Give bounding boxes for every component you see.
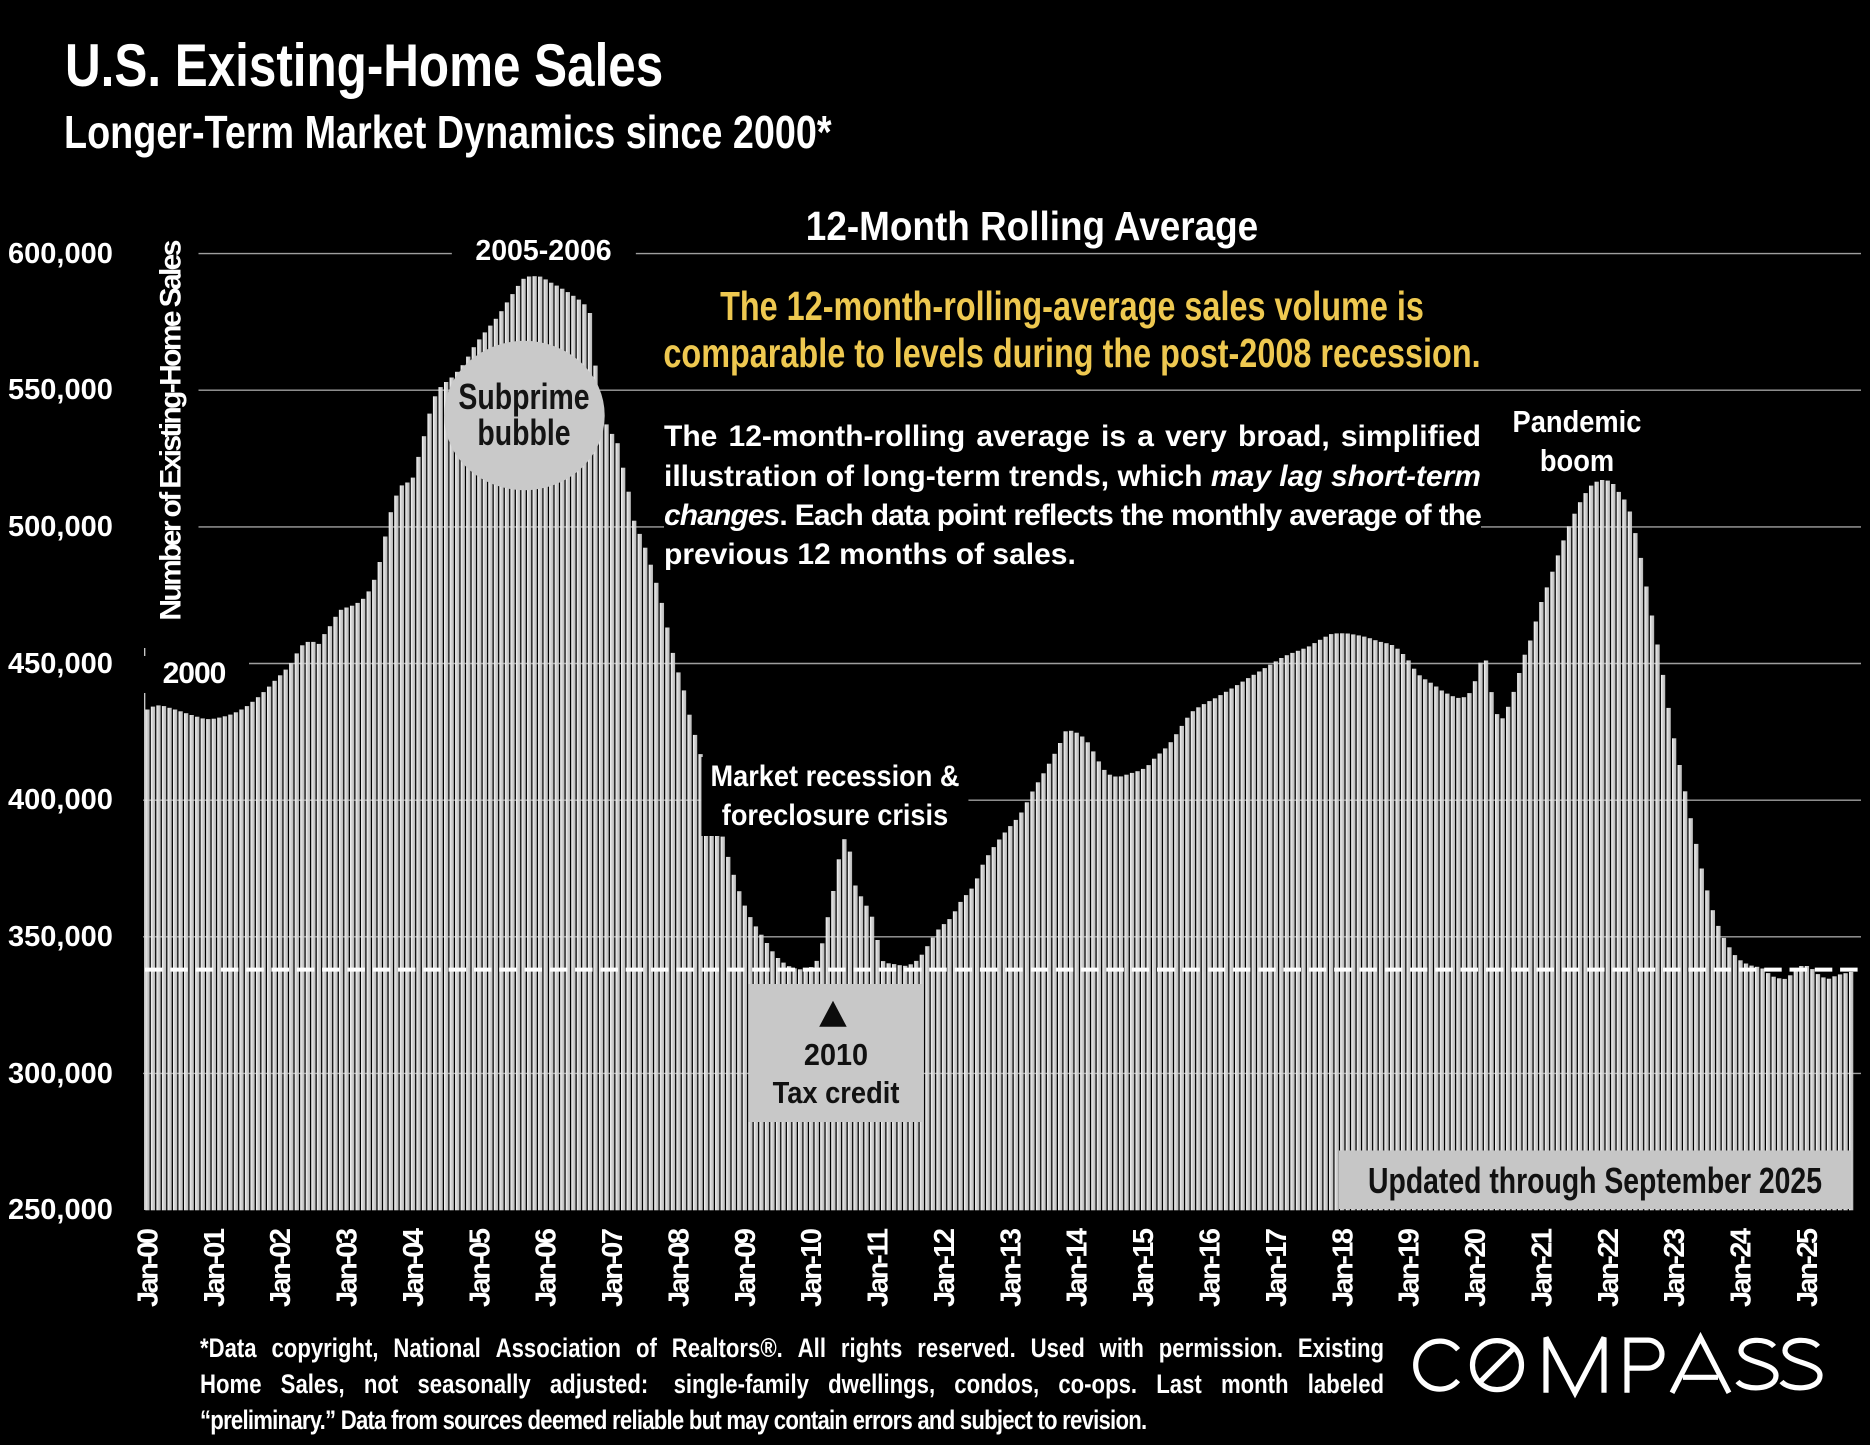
svg-text:Jan-13: Jan-13 xyxy=(995,1228,1027,1307)
svg-text:Jan-15: Jan-15 xyxy=(1128,1228,1160,1307)
svg-text:Jan-23: Jan-23 xyxy=(1659,1228,1691,1307)
svg-text:Jan-06: Jan-06 xyxy=(531,1228,563,1307)
svg-text:Jan-07: Jan-07 xyxy=(597,1228,629,1307)
svg-text:Jan-20: Jan-20 xyxy=(1460,1228,1492,1307)
svg-text:Number of Existing-Home Sales: Number of Existing-Home Sales xyxy=(155,240,188,621)
svg-text:Jan-02: Jan-02 xyxy=(265,1228,297,1307)
svg-text:Jan-09: Jan-09 xyxy=(730,1228,762,1307)
svg-text:Jan-14: Jan-14 xyxy=(1062,1228,1094,1307)
svg-text:Jan-24: Jan-24 xyxy=(1726,1228,1758,1307)
svg-text:Jan-03: Jan-03 xyxy=(332,1228,364,1307)
svg-text:Jan-22: Jan-22 xyxy=(1593,1228,1625,1307)
svg-text:Jan-05: Jan-05 xyxy=(464,1228,496,1307)
svg-text:Jan-12: Jan-12 xyxy=(929,1228,961,1307)
svg-text:Jan-19: Jan-19 xyxy=(1394,1228,1426,1307)
svg-text:Jan-08: Jan-08 xyxy=(664,1228,696,1307)
svg-text:Jan-00: Jan-00 xyxy=(132,1228,164,1307)
svg-text:Jan-25: Jan-25 xyxy=(1792,1228,1824,1307)
svg-text:Jan-10: Jan-10 xyxy=(796,1228,828,1307)
svg-text:Jan-17: Jan-17 xyxy=(1261,1228,1293,1307)
svg-text:Jan-11: Jan-11 xyxy=(863,1228,895,1307)
svg-text:Jan-01: Jan-01 xyxy=(199,1228,231,1307)
svg-text:Jan-21: Jan-21 xyxy=(1526,1228,1558,1307)
svg-text:Jan-04: Jan-04 xyxy=(398,1228,430,1307)
svg-text:Jan-18: Jan-18 xyxy=(1327,1228,1359,1307)
svg-text:Jan-16: Jan-16 xyxy=(1195,1228,1227,1307)
